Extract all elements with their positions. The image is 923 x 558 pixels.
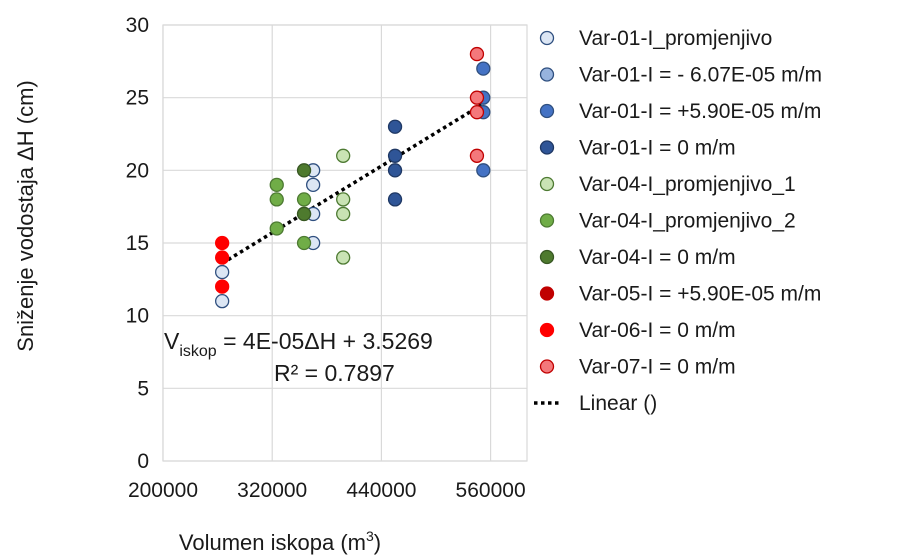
legend-marker xyxy=(539,140,555,155)
trendline-group xyxy=(221,103,483,265)
x-axis-title: Volumen iskopa (m3) xyxy=(179,528,381,555)
y-tick-label: 10 xyxy=(126,305,149,328)
y-tick-label: 25 xyxy=(126,87,149,110)
data-point xyxy=(269,177,284,193)
x-axis-title-main: Volumen iskopa (m xyxy=(179,530,366,555)
trendline xyxy=(221,103,483,265)
equation-rest: = 4E-05ΔH + 3.5269 xyxy=(217,328,433,354)
legend-label: Var-01-I_promjenjivo xyxy=(579,27,772,50)
legend-marker xyxy=(539,176,555,192)
data-point xyxy=(214,293,230,309)
data-point xyxy=(214,279,230,294)
data-point xyxy=(476,61,491,76)
legend-label: Var-01-I = +5.90E-05 m/m xyxy=(579,100,821,123)
data-point xyxy=(469,90,485,105)
legend-marker xyxy=(539,359,555,374)
data-point xyxy=(214,250,230,265)
legend-marker xyxy=(539,322,555,338)
data-point xyxy=(214,264,230,280)
legend: Var-01-I_promjenjivo Var-01-I = - 6.07E-0… xyxy=(534,27,822,415)
legend-marker xyxy=(539,213,555,228)
legend-label: Var-04-I = 0 m/m xyxy=(579,246,736,269)
data-point xyxy=(387,148,403,163)
legend-marker xyxy=(539,103,555,119)
legend-label: Var-01-I = - 6.07E-05 m/m xyxy=(579,64,822,87)
legend-label: Var-06-I = 0 m/m xyxy=(579,319,736,342)
x-tick-label: 200000 xyxy=(128,479,198,502)
trendline-r-squared: R² = 0.7897 xyxy=(274,360,395,386)
legend-label: Var-01-I = 0 m/m xyxy=(579,137,736,160)
legend-trendline-label: Linear () xyxy=(579,392,657,415)
x-tick-label: 320000 xyxy=(237,479,307,502)
data-point xyxy=(336,148,351,163)
data-point xyxy=(469,46,485,62)
y-tick-label: 5 xyxy=(137,377,149,400)
data-point xyxy=(296,206,312,222)
y-tick-label: 20 xyxy=(126,159,149,182)
data-point xyxy=(387,119,403,134)
legend-label: Var-04-I_promjenjivo_1 xyxy=(579,173,796,196)
data-point xyxy=(469,105,485,120)
legend-label: Var-04-I_promjenjivo_2 xyxy=(579,210,796,233)
data-point xyxy=(336,206,351,222)
data-point xyxy=(269,221,284,236)
equation-subscript: iskop xyxy=(179,343,216,360)
data-point xyxy=(296,192,312,207)
legend-marker xyxy=(539,286,555,301)
x-axis-title-sup: 3 xyxy=(366,528,374,544)
equation-prefix: V xyxy=(164,328,180,354)
data-point xyxy=(336,250,351,265)
data-point xyxy=(469,148,485,163)
y-axis-title: Sniženje vodostaja ΔH (cm) xyxy=(13,80,38,351)
data-point xyxy=(296,163,312,178)
trendline-equation: Viskop = 4E-05ΔH + 3.5269 xyxy=(164,328,433,360)
data-point xyxy=(336,192,351,207)
data-point xyxy=(269,192,284,207)
y-tick-label: 15 xyxy=(126,232,149,255)
x-tick-label: 440000 xyxy=(346,479,416,502)
legend-label: Var-05-I = +5.90E-05 m/m xyxy=(579,283,821,306)
data-point xyxy=(387,163,403,178)
y-tick-label: 30 xyxy=(126,14,149,37)
tick-labels: 0 5 10 15 20 25 30 200000 320000 440000 560000 xyxy=(126,14,526,502)
data-point xyxy=(305,177,321,193)
x-tick-label: 560000 xyxy=(456,479,526,502)
data-point xyxy=(387,192,403,207)
x-axis-title-end: ) xyxy=(374,530,381,555)
legend-label: Var-07-I = 0 m/m xyxy=(579,356,736,379)
legend-marker xyxy=(539,30,555,46)
data-point xyxy=(214,235,230,251)
data-point xyxy=(476,163,491,178)
legend-marker xyxy=(539,67,555,82)
data-points xyxy=(214,46,491,309)
legend-marker xyxy=(539,249,555,265)
data-point xyxy=(296,235,312,251)
y-tick-label: 0 xyxy=(137,450,149,473)
